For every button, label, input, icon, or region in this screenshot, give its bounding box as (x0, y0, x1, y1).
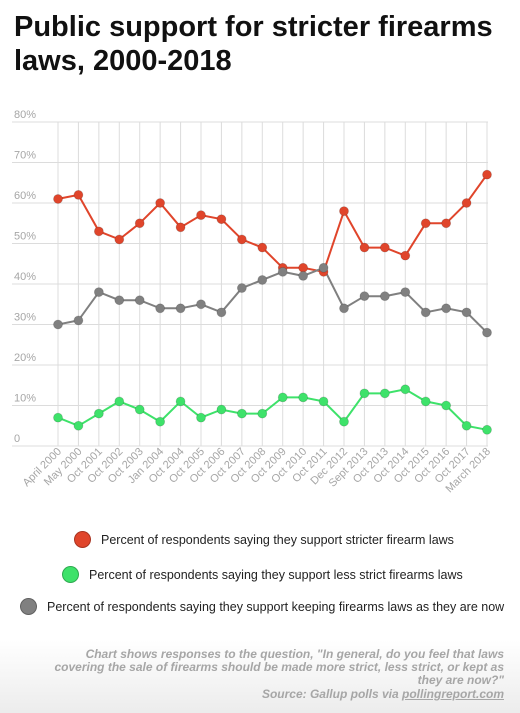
series-line-0 (57, 174, 488, 273)
data-point-1 (359, 388, 370, 399)
data-point-1 (420, 396, 431, 407)
data-point-0 (236, 234, 247, 245)
data-point-0 (155, 198, 166, 208)
data-point-2 (420, 307, 431, 318)
data-point-0 (216, 214, 227, 225)
y-tick-label: 80% (14, 109, 36, 121)
y-tick-label: 60% (14, 190, 36, 202)
data-point-2 (53, 319, 63, 330)
data-point-0 (196, 210, 206, 221)
legend-item-less-strict: Percent of respondents saying they suppo… (62, 566, 463, 583)
data-point-2 (359, 291, 370, 302)
data-point-0 (420, 218, 431, 229)
data-point-2 (461, 307, 472, 318)
data-point-2 (134, 295, 145, 306)
data-point-1 (236, 408, 247, 419)
data-point-2 (482, 327, 492, 338)
data-point-0 (73, 190, 84, 200)
data-point-0 (257, 242, 268, 253)
source-credit: Source: Gallup polls via pollingreport.c… (262, 687, 504, 701)
data-point-1 (482, 424, 492, 435)
data-point-1 (461, 420, 472, 431)
data-point-2 (318, 262, 329, 273)
data-point-1 (175, 396, 186, 407)
y-tick-label: 70% (14, 150, 36, 162)
legend-label-less-strict: Percent of respondents saying they suppo… (89, 567, 463, 582)
y-tick-label: 30% (14, 312, 36, 324)
data-point-1 (134, 404, 145, 415)
data-point-2 (93, 287, 104, 298)
legend-swatch-stricter (74, 531, 91, 548)
data-point-2 (196, 299, 206, 310)
data-point-1 (400, 384, 411, 395)
chart-title: Public support for stricter firearms law… (14, 11, 493, 77)
series-line-1 (57, 388, 488, 431)
data-point-1 (53, 412, 63, 423)
data-point-2 (257, 275, 268, 285)
y-tick-label: 20% (14, 352, 36, 364)
data-point-2 (298, 270, 309, 281)
data-point-0 (379, 242, 390, 253)
legend-swatch-keep (20, 598, 37, 615)
data-point-2 (277, 266, 288, 277)
data-point-0 (441, 218, 452, 229)
data-point-1 (196, 412, 206, 423)
data-point-1 (441, 400, 452, 411)
data-point-0 (359, 242, 370, 253)
legend-item-keep: Percent of respondents saying they suppo… (20, 598, 504, 615)
data-point-1 (339, 416, 349, 427)
series-line-2 (57, 266, 488, 334)
legend-label-stricter: Percent of respondents saying they suppo… (101, 532, 454, 547)
data-point-0 (175, 222, 186, 233)
data-point-1 (73, 420, 84, 431)
data-point-2 (73, 315, 84, 326)
y-tick-label: 50% (14, 231, 36, 243)
data-point-0 (93, 226, 104, 237)
data-point-0 (461, 198, 472, 208)
legend-item-stricter: Percent of respondents saying they suppo… (74, 531, 454, 548)
question-note: Chart shows responses to the question, "… (54, 647, 505, 687)
data-point-2 (216, 307, 227, 318)
data-point-1 (298, 392, 309, 403)
source-prefix: Source: Gallup polls via (261, 687, 402, 701)
data-point-0 (53, 194, 63, 204)
data-point-0 (298, 262, 309, 273)
data-point-2 (339, 303, 349, 314)
data-point-0 (400, 250, 411, 261)
data-point-2 (236, 283, 247, 293)
data-point-1 (379, 388, 390, 399)
data-point-2 (155, 303, 166, 314)
data-point-1 (114, 396, 125, 407)
data-point-1 (93, 408, 104, 419)
data-point-2 (441, 303, 452, 314)
data-point-1 (277, 392, 288, 403)
legend-swatch-less-strict (62, 566, 79, 583)
data-point-2 (379, 291, 390, 302)
data-point-0 (114, 234, 125, 245)
legend-label-keep: Percent of respondents saying they suppo… (47, 599, 505, 614)
chart-footer: Chart shows responses to the question, "… (0, 640, 520, 713)
data-point-0 (482, 169, 492, 180)
data-point-0 (339, 206, 349, 216)
data-point-2 (175, 303, 186, 314)
data-point-1 (216, 404, 227, 415)
data-point-1 (155, 416, 166, 427)
data-point-1 (257, 408, 268, 419)
source-link[interactable]: pollingreport.com (402, 687, 504, 701)
y-tick-label: 10% (14, 393, 36, 405)
data-point-1 (318, 396, 329, 407)
y-tick-label: 0 (14, 433, 20, 445)
y-tick-label: 40% (14, 271, 36, 283)
data-point-2 (400, 287, 411, 298)
data-point-2 (114, 295, 125, 306)
data-point-0 (134, 218, 145, 229)
